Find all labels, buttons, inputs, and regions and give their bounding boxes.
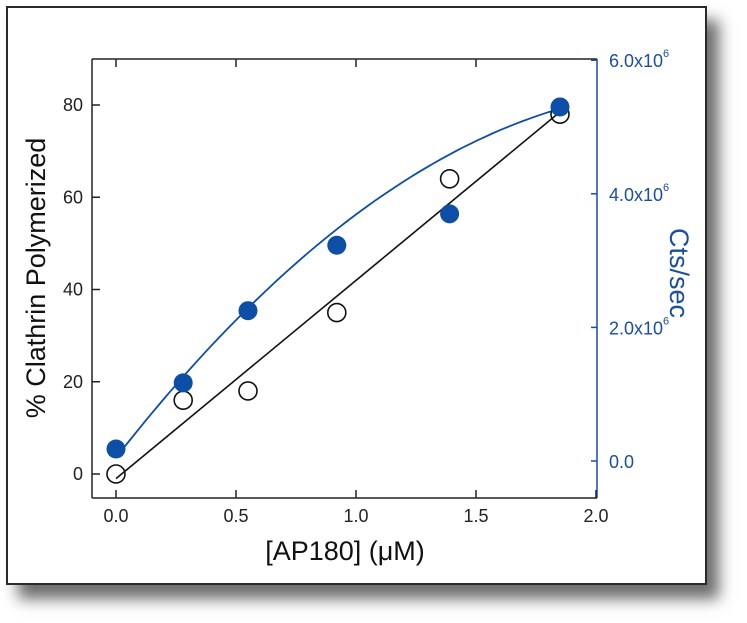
filled-circle-point: [238, 301, 258, 321]
filled-circle-point: [173, 373, 193, 393]
plot-frame: [91, 58, 598, 499]
x-axis-title: [AP180] (μM): [265, 536, 425, 566]
y-tick-label: 60: [63, 187, 83, 207]
figure-card: [6, 6, 707, 585]
x-tick-label: 0.0: [103, 506, 128, 526]
y2-tick-label: 6.0x106: [609, 48, 669, 71]
data-points: [106, 97, 570, 484]
y2-tick-label: 2.0x106: [609, 315, 669, 338]
filled-circle-point: [550, 97, 570, 117]
open-circle-point: [106, 464, 126, 484]
y-tick-label: 40: [63, 280, 83, 300]
y2-tick-label: 0.0: [609, 452, 634, 472]
linear-fit-line: [115, 111, 561, 480]
curve-fit-line: [115, 107, 561, 459]
filled-circle-point: [440, 204, 460, 224]
y2-tick-label: 4.0x106: [609, 182, 669, 205]
filled-circle-point: [327, 235, 347, 255]
filled-circle-point: [106, 439, 126, 459]
x-tick-label: 1.5: [463, 506, 488, 526]
y-tick-label: 80: [63, 95, 83, 115]
y2-ticks: 0.0 2.0x106 4.0x106 6.0x106: [591, 48, 669, 472]
open-circle-point: [238, 381, 258, 401]
x-ticks: 0.0 0.5 1.0 1.5 2.0: [103, 59, 609, 526]
y-axis-title: % Clathrin Polymerized: [21, 138, 51, 419]
x-tick-label: 1.0: [343, 506, 368, 526]
open-circle-point: [326, 302, 347, 323]
y2-axis-title: Cts/sec: [664, 228, 694, 318]
y-tick-label: 0: [73, 464, 83, 484]
open-circle-point: [173, 390, 193, 411]
open-circle-point: [439, 169, 460, 189]
x-tick-label: 0.5: [223, 506, 248, 526]
y-tick-label: 20: [63, 372, 83, 392]
x-tick-label: 2.0: [583, 506, 608, 526]
y-ticks: 0 20 40 60 80: [63, 95, 100, 484]
fit-lines: [115, 107, 561, 480]
